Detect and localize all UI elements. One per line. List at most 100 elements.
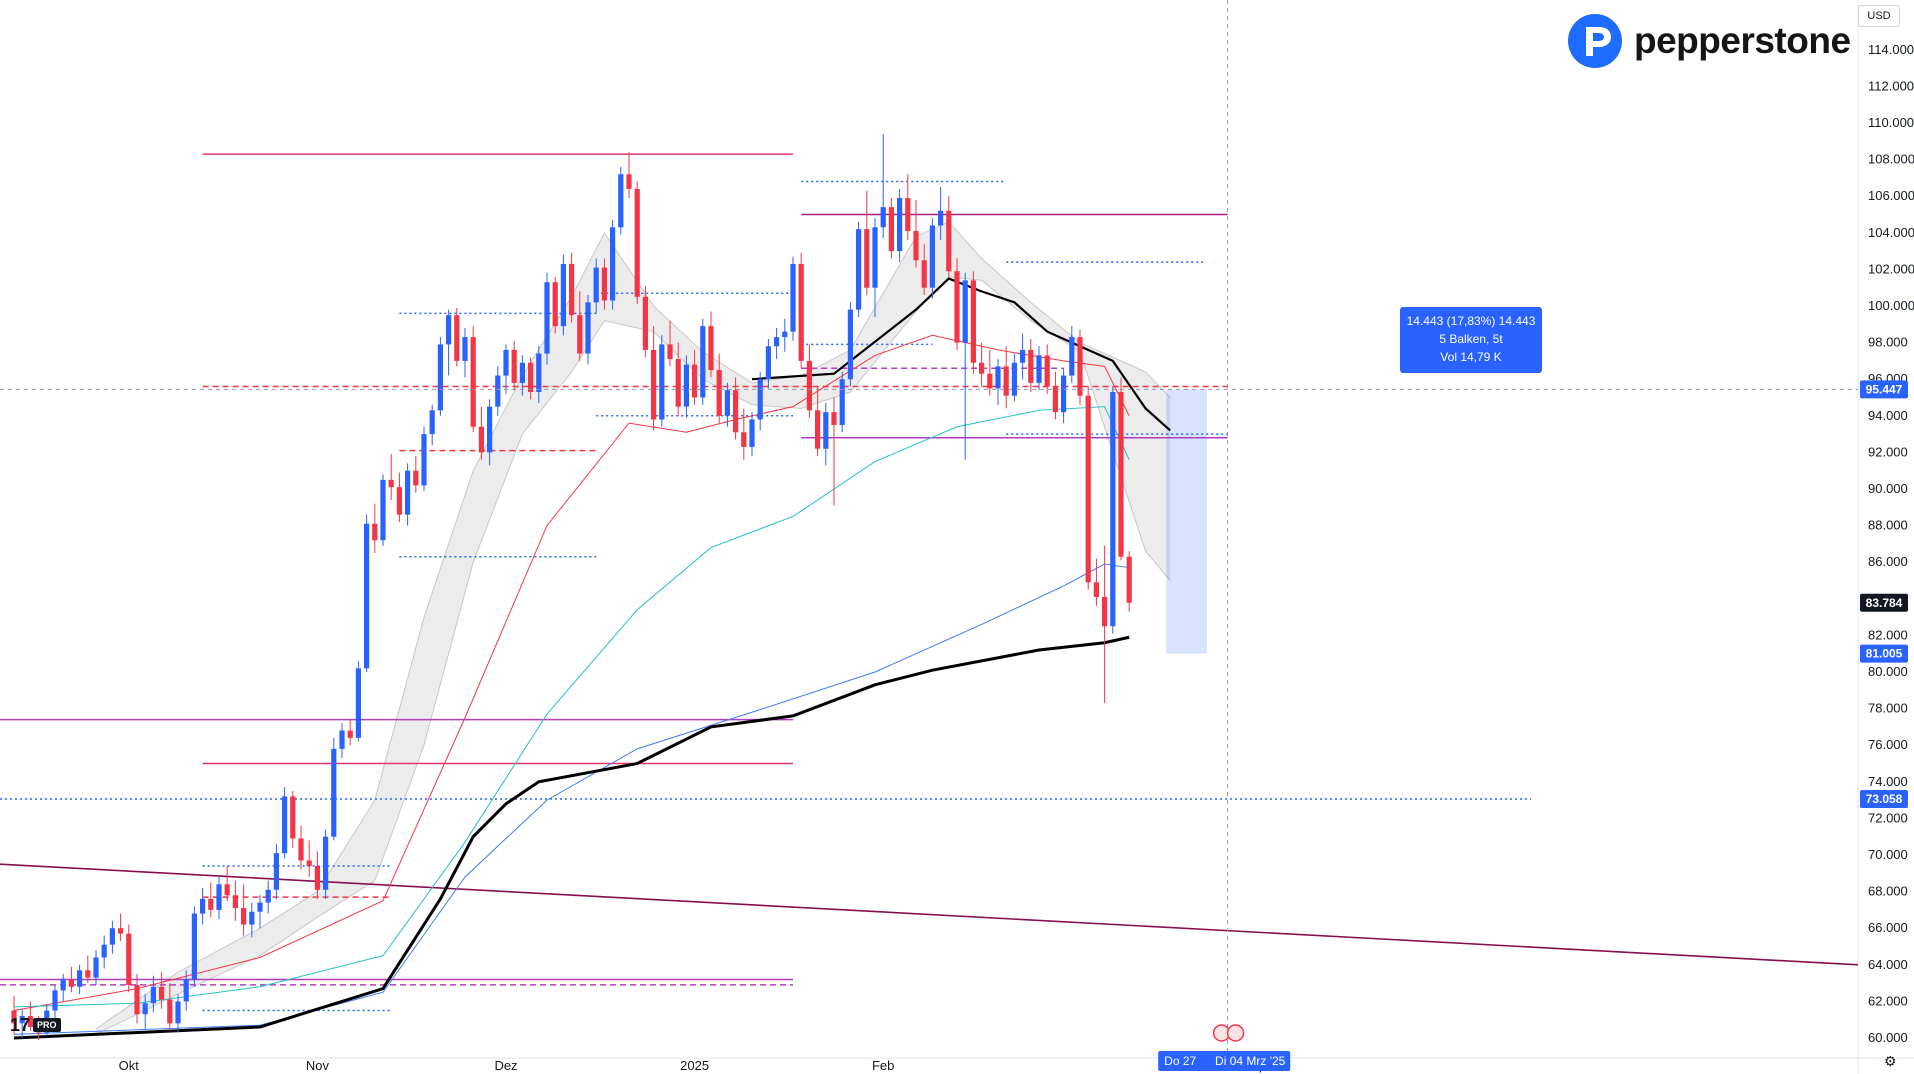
price-badges: 95.447 83.784 81.005 73.058 Do 27 Di 04 Mrz '… [1158,380,1908,1071]
y-tick-label: 102.000 [1868,261,1914,276]
candlesticks [11,133,1132,1040]
candle-body-130 [1077,337,1083,396]
candle-body-134 [1110,392,1116,627]
price-badge-label: 83.784 [1866,596,1903,610]
candle-body-99 [823,412,829,449]
candle-body-21 [183,979,189,1002]
y-tick-label: 106.000 [1868,188,1914,203]
price-badge-label: 95.447 [1866,382,1903,396]
candle-body-22 [191,913,197,980]
gear-icon[interactable]: ⚙ [1884,1053,1897,1069]
price-badge-bg-3 [1860,790,1908,809]
candle-body-80 [667,344,673,360]
candle-body-129 [1069,337,1075,376]
plot-background [0,0,1858,1058]
candle-body-75 [626,174,632,189]
price-badge-label: 81.005 [1866,647,1903,661]
y-tick-label: 98.000 [1868,335,1908,350]
candle-body-37 [314,865,320,890]
candle-body-64 [536,353,542,393]
candle-body-33 [282,796,288,854]
candle-body-76 [634,188,640,297]
candle-body-35 [298,838,304,861]
candle-body-113 [938,210,944,226]
candle-body-135 [1118,392,1124,557]
ma-black-line [13,635,1130,1040]
y-tick-label: 88.000 [1868,518,1908,533]
candle-body-8 [77,970,83,987]
candle-body-70 [585,302,591,354]
candle-body-49 [413,470,419,486]
candle-body-71 [593,267,599,303]
candle-body-30 [257,902,263,912]
candle-body-83 [692,364,698,398]
y-tick-label: 114.000 [1868,42,1914,57]
candle-body-127 [1052,386,1058,413]
candle-body-98 [815,410,821,449]
candle-body-40 [339,730,345,749]
range-badge-start: Do 27 [1164,1054,1196,1068]
y-tick-label: 100.000 [1868,298,1914,313]
candle-body-100 [831,412,837,425]
candle-body-31 [265,889,271,903]
candle-body-68 [569,263,575,316]
candle-body-102 [847,309,853,380]
candle-body-26 [224,884,230,896]
price-badge-bg-2 [1860,644,1908,663]
ma-cyan-line [13,406,1130,1008]
y-tick-label: 70.000 [1868,847,1908,862]
price-badge-label: 73.058 [1866,792,1903,806]
candle-body-133 [1102,596,1108,627]
measure-volume: Vol 14,79 K [1440,350,1502,364]
candle-body-17 [150,986,156,1004]
price-axis[interactable]: 114.000 112.000 110.000 108.000 106.000 104.0… [1868,42,1914,1045]
candle-body-92 [765,346,771,380]
candle-body-57 [478,426,484,453]
candle-body-121 [1003,366,1009,396]
candle-body-9 [85,970,91,978]
pro-badge: PRO [33,1018,61,1032]
ma-blue-line [13,563,1130,1035]
horizontal-levels[interactable] [0,153,1859,1012]
candle-body-20 [175,1001,181,1024]
trendline [0,863,1859,966]
candle-body-84 [700,326,706,398]
y-tick-label: 94.000 [1868,408,1908,423]
candle-body-61 [511,349,517,383]
candle-body-11 [101,944,107,958]
candle-body-125 [1036,355,1042,383]
y-tick-label: 76.000 [1868,737,1908,752]
candle-body-5 [52,990,58,1011]
chart-overlays [0,0,1858,1058]
brand-name: pepperstone [1634,20,1851,61]
candle-body-58 [487,406,493,453]
y-tick-label: 66.000 [1868,920,1908,935]
candle-body-108 [897,198,903,252]
y-tick-label: 68.000 [1868,884,1908,899]
moving-averages [13,277,1171,1040]
candle-body-15 [134,984,140,1015]
candle-body-82 [683,364,689,407]
candle-body-13 [118,928,124,934]
candle-body-105 [872,227,878,288]
candle-body-73 [610,227,616,301]
candle-body-41 [347,730,353,738]
candle-body-42 [355,668,361,738]
candle-body-93 [774,337,780,347]
candle-body-51 [429,410,435,435]
candle-body-14 [126,933,132,985]
y-tick-label: 78.000 [1868,701,1908,716]
candle-body-46 [388,479,394,488]
y-tick-label: 74.000 [1868,774,1908,789]
y-tick-label: 92.000 [1868,444,1908,459]
candle-body-112 [929,225,935,288]
time-axis[interactable]: OktNov2025DezFebApr [119,1058,1272,1073]
currency-selector[interactable]: USD [1858,5,1900,27]
candle-body-66 [552,282,558,327]
tradingview-logo[interactable]: 17 PRO [10,1015,61,1035]
candle-body-65 [544,282,550,354]
candle-body-77 [642,296,648,350]
candle-body-107 [888,207,894,252]
candle-body-116 [962,280,968,343]
